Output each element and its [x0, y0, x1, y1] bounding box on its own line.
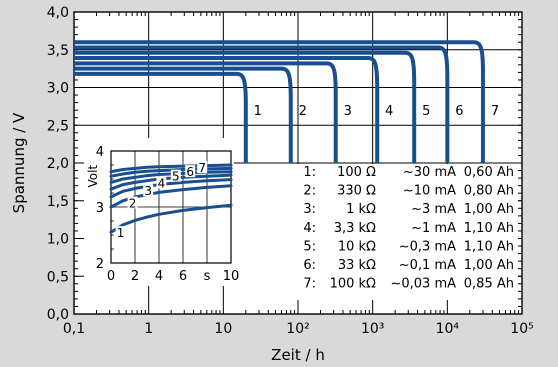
legend-resistance: 100 Ω	[337, 165, 376, 180]
legend-panel	[232, 164, 518, 300]
inset-x-tick-label: 4	[155, 269, 163, 284]
legend-number: 5:	[303, 239, 316, 254]
series-label-5: 5	[422, 104, 430, 119]
inset-x-tick-label: s	[204, 269, 211, 284]
inset-x-tick-label: 10	[223, 269, 240, 284]
legend-resistance: 33 kΩ	[338, 258, 376, 273]
y-tick-label: 4,0	[47, 5, 69, 21]
series-label-4: 4	[385, 104, 393, 119]
legend-resistance: 330 Ω	[337, 184, 376, 199]
x-tick-label: 10⁴	[436, 321, 460, 337]
series-label-2: 2	[299, 104, 307, 119]
legend-capacity: 0,60 Ah	[464, 165, 514, 180]
legend-number: 3:	[303, 202, 316, 217]
axis-text-layer: 0,00,51,01,52,02,53,03,54,00,1 1 10 10² 10³ 1…	[47, 5, 534, 337]
inset-series-label-2: 2	[129, 197, 137, 211]
series-label-1: 1	[254, 104, 262, 119]
inset-x-tick-label: 2	[131, 269, 139, 284]
legend-current: ~3 mA	[411, 202, 456, 217]
inset-y-tick-label: 2	[96, 257, 104, 272]
y-axis-label: Spannung / V	[10, 112, 28, 213]
legend-resistance: 3,3 kΩ	[334, 221, 376, 236]
legend-number: 1:	[303, 165, 316, 180]
legend-number: 6:	[303, 258, 316, 273]
x-tick-label: 10³	[361, 321, 384, 337]
y-tick-label: 2,0	[47, 156, 69, 172]
inset-y-axis-label: Volt	[86, 165, 100, 188]
inset-y-tick-label: 3	[96, 201, 104, 216]
inset-series-label-bg	[143, 184, 154, 197]
inset-x-tick-label: 6	[179, 269, 187, 284]
legend-capacity: 0,85 Ah	[464, 277, 514, 292]
inset-series-label-bg	[115, 226, 126, 239]
inset-series-line-4	[109, 173, 233, 191]
legend-capacity: 1,10 Ah	[464, 239, 514, 254]
series-line-6	[74, 45, 450, 163]
legend-current: ~0,03 mA	[390, 277, 456, 292]
inset-series-line-1	[109, 203, 233, 234]
legend-current: ~10 mA	[403, 184, 456, 199]
inset-series-label-bg	[170, 169, 181, 182]
legend-number: 4:	[303, 221, 316, 236]
series-line-4	[74, 56, 380, 163]
legend-resistance: 10 kΩ	[338, 239, 376, 254]
inset-series-label-bg	[127, 196, 138, 209]
inset-series-label-6: 6	[186, 165, 194, 179]
y-tick-label: 1,0	[47, 232, 69, 248]
inset-series-label-4: 4	[158, 176, 166, 190]
legend-current: ~0,3 mA	[399, 239, 456, 254]
inset-series-label-3: 3	[144, 184, 152, 198]
series-line-2	[74, 66, 293, 163]
inset-series-label-bg	[156, 176, 167, 189]
inset-series-label-1: 1	[117, 226, 125, 240]
x-tick-label: 10²	[286, 321, 309, 337]
legend-resistance: 100 kΩ	[330, 277, 376, 292]
x-tick-label: 1	[144, 321, 153, 337]
legend-current: ~0,1 mA	[399, 258, 456, 273]
inset-x-tick-label: 0	[107, 269, 115, 284]
legend-capacity: 1,00 Ah	[464, 258, 514, 273]
series-line-7	[74, 40, 485, 163]
inset-series-label-7: 7	[198, 161, 206, 175]
series-label-3: 3	[344, 104, 352, 119]
y-tick-label: 1,5	[47, 194, 69, 210]
inset-series-label-5: 5	[172, 170, 180, 184]
legend-number: 7:	[303, 277, 316, 292]
legend-capacity: 1,10 Ah	[464, 221, 514, 236]
y-tick-label: 2,5	[47, 118, 69, 134]
legend-capacity: 0,80 Ah	[464, 184, 514, 199]
series-line-5	[74, 50, 417, 163]
x-tick-label: 10⁵	[510, 321, 533, 337]
inset-series-label-bg	[197, 161, 208, 174]
series-layer	[74, 40, 485, 163]
y-tick-label: 3,0	[47, 81, 69, 97]
series-label-7: 7	[491, 104, 499, 119]
y-tick-label: 3,5	[47, 43, 69, 59]
x-tick-label: 10	[214, 321, 232, 337]
series-line-3	[74, 61, 338, 163]
legend-resistance: 1 kΩ	[346, 202, 376, 217]
legend-current: ~30 mA	[403, 165, 456, 180]
legend-capacity: 1,00 Ah	[464, 202, 514, 217]
inset-series-label-bg	[185, 165, 196, 178]
series-line-1	[74, 71, 248, 163]
series-label-layer: 1 2 3 4 5 6 7	[254, 104, 499, 119]
legend-number: 2:	[303, 184, 316, 199]
series-label-6: 6	[455, 104, 463, 119]
legend-current: ~1 mA	[411, 221, 456, 236]
inset-y-tick-label: 4	[96, 145, 104, 160]
legend-layer: 1: 100 Ω ~30 mA 0,60 Ah 2: 330 Ω ~10 mA 0,80 Ah…	[232, 164, 518, 300]
x-tick-label: 0,1	[63, 321, 85, 337]
x-axis-label: Zeit / h	[271, 346, 325, 364]
y-tick-label: 0,5	[47, 269, 69, 285]
y-tick-label: 0,0	[47, 307, 69, 323]
